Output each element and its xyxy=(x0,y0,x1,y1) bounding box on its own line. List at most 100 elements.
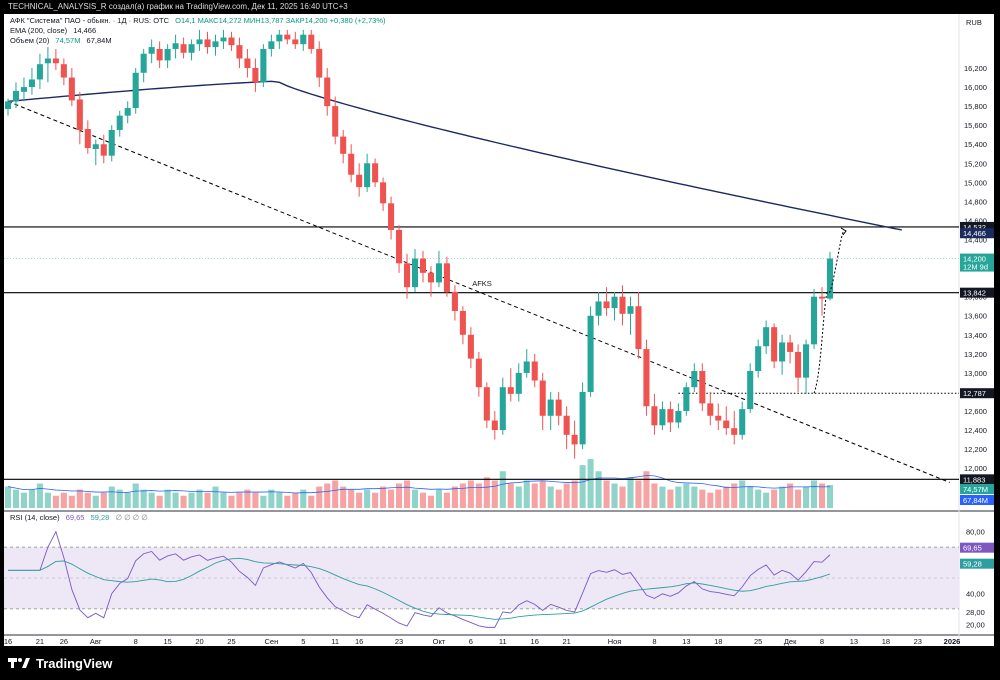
price-tag xyxy=(960,253,994,272)
rsi-value-tag-label: 69,65 xyxy=(963,544,982,553)
time-tick-label: 25 xyxy=(227,637,235,646)
candle-body xyxy=(204,39,211,48)
candle-body xyxy=(619,296,626,314)
volume-bar xyxy=(52,495,59,508)
chart-canvas[interactable]: AFKS RUB 16,200 16,000 15,800 15,600 15,400 15,… xyxy=(4,14,994,646)
time-tick-label: Окт xyxy=(433,637,446,646)
candle-body xyxy=(300,34,307,45)
candle-body xyxy=(36,64,43,80)
volume-bar xyxy=(635,480,642,508)
volume-bar xyxy=(523,480,530,508)
volume-bar xyxy=(196,489,203,508)
volume-bar xyxy=(180,495,187,508)
volume-bar xyxy=(164,489,171,508)
candle-body xyxy=(499,387,506,431)
legend-volume-row[interactable]: Объем (20) 74,57M 67,84M xyxy=(10,36,112,46)
volume-bar xyxy=(547,486,554,508)
volume-bar xyxy=(44,492,51,508)
volume-bar xyxy=(372,492,379,508)
volume-bar xyxy=(380,486,387,508)
time-tick-label: 8 xyxy=(134,637,138,646)
volume-bar xyxy=(92,495,99,508)
projection-arrowhead xyxy=(840,227,847,236)
volume-bar xyxy=(818,483,826,508)
volume-bar xyxy=(364,489,371,508)
volume-bar xyxy=(475,483,482,508)
volume-bar xyxy=(220,492,227,508)
volume-bar xyxy=(707,492,714,508)
time-tick-label: Сен xyxy=(264,637,278,646)
volume-bar xyxy=(188,492,195,508)
volume-bar xyxy=(140,489,147,508)
price-tag-label: 14,200 xyxy=(963,255,986,264)
volume-bar xyxy=(252,492,259,508)
candle-body xyxy=(818,296,826,299)
volume-bar xyxy=(491,480,498,508)
volume-bar xyxy=(715,489,722,508)
candle-body xyxy=(132,72,139,109)
rsi-ma-line xyxy=(8,557,831,620)
volume-bar xyxy=(683,483,690,508)
price-tick-label: 13,000 xyxy=(964,369,987,378)
volume-bar xyxy=(36,483,43,508)
rsi-line xyxy=(8,530,831,628)
volume-bar xyxy=(587,459,594,508)
candle-body xyxy=(763,327,770,347)
candle-body xyxy=(92,144,99,150)
candle-body xyxy=(100,144,107,156)
volume-bar xyxy=(539,480,546,508)
price-tick-label: 15,600 xyxy=(964,121,987,130)
volume-bar xyxy=(244,489,251,508)
candle-body xyxy=(467,334,474,359)
chart-panel[interactable]: AFKS RUB 16,200 16,000 15,800 15,600 15,400 15,… xyxy=(4,14,994,646)
legend-ema-row[interactable]: EMA (200, close) 14,466 xyxy=(10,26,96,36)
candle-body xyxy=(667,409,674,423)
volume-bar xyxy=(659,486,666,508)
volume-bar xyxy=(499,471,506,508)
descending-trendline xyxy=(7,100,950,483)
candle-body xyxy=(451,291,458,311)
legend-rsi-row[interactable]: RSI (14, close) 69,65 59,28 ∅ ∅ ∅ ∅ xyxy=(10,513,148,523)
volume-bar xyxy=(276,492,283,508)
candle-body xyxy=(635,306,642,350)
candle-body xyxy=(188,44,195,53)
time-tick-label: 8 xyxy=(652,637,656,646)
candle-body xyxy=(563,415,570,435)
candle-body xyxy=(755,346,762,371)
rsi-ma-tag-label: 59,28 xyxy=(963,560,982,569)
volume-bar xyxy=(667,489,674,508)
candle-body xyxy=(411,258,419,288)
candle-body xyxy=(388,203,395,230)
volume-bar xyxy=(148,492,155,508)
candle-body xyxy=(826,258,834,299)
candle-body xyxy=(148,47,155,54)
volume-bar xyxy=(316,486,323,508)
candle-body xyxy=(587,315,594,392)
tradingview-branding[interactable]: TradingView xyxy=(8,652,112,674)
candle-body xyxy=(124,108,131,116)
candle-body xyxy=(76,99,83,130)
level-tag-label: 12,787 xyxy=(963,389,986,398)
volume-bar xyxy=(771,489,778,508)
time-tick-label: 16 xyxy=(531,637,539,646)
candle-body xyxy=(196,39,203,45)
candle-body xyxy=(547,399,554,416)
candle-body xyxy=(340,136,347,154)
candle-body xyxy=(268,41,275,49)
legend-volume-label: Объем (20) xyxy=(10,36,50,45)
volume-bar xyxy=(172,492,179,508)
price-tick-label: 15,200 xyxy=(964,159,987,168)
volume-bar xyxy=(396,483,403,508)
volume-bar xyxy=(811,480,818,508)
volume-bar xyxy=(483,477,490,508)
price-tick-label: 14,800 xyxy=(964,197,987,206)
volume-bar xyxy=(204,492,211,508)
candle-body xyxy=(292,39,299,45)
rsi-tick-label: 28,00 xyxy=(966,608,985,617)
candle-body xyxy=(531,361,538,381)
candle-body xyxy=(699,370,706,404)
level-tag-label: 13,842 xyxy=(963,289,986,298)
volume-bar xyxy=(300,489,307,508)
legend-volume-value: 74,57M xyxy=(55,36,81,45)
projection-path xyxy=(813,229,845,394)
